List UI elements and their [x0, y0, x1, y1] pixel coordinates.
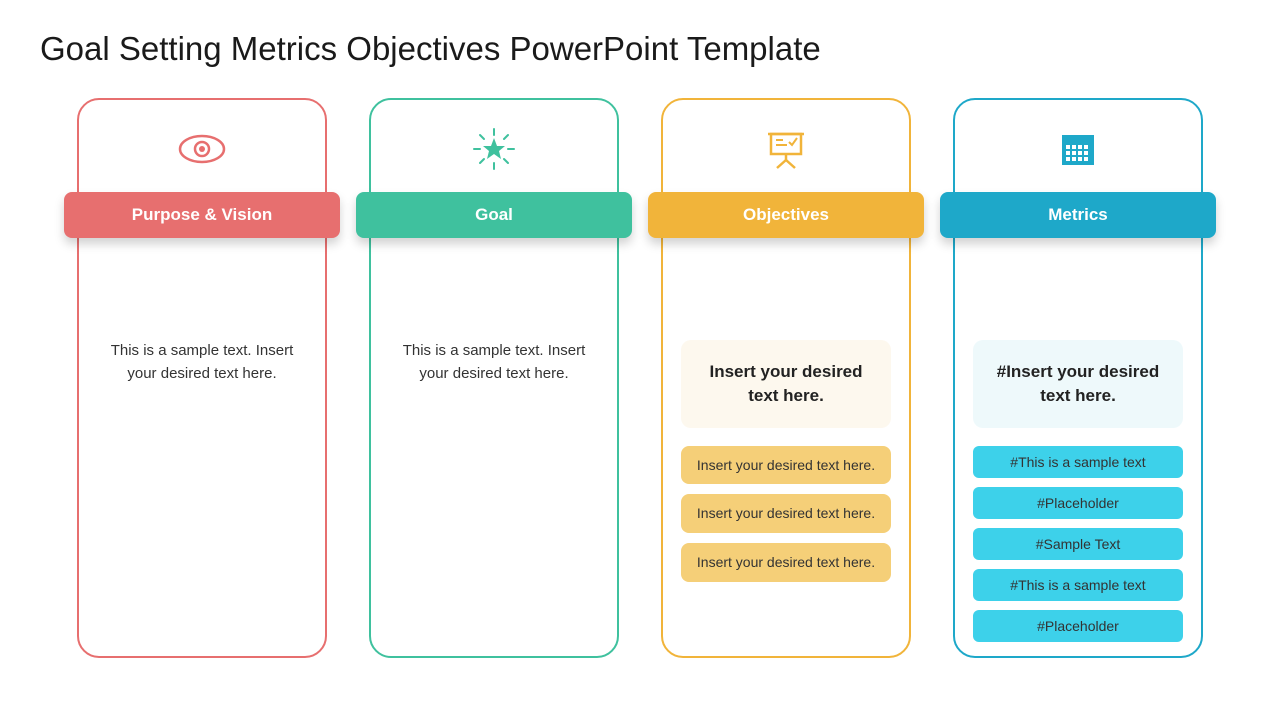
card-sample-text: This is a sample text. Insert your desir…: [389, 340, 599, 385]
slide: Goal Setting Metrics Objectives PowerPoi…: [0, 0, 1280, 688]
metric-item: #This is a sample text: [973, 569, 1183, 601]
metric-item: #Sample Text: [973, 528, 1183, 560]
highlight-text: Insert your desired text here.: [693, 360, 879, 408]
eye-icon: [79, 100, 325, 180]
card-label: Metrics: [940, 192, 1216, 238]
card-sample-text: This is a sample text. Insert your desir…: [97, 340, 307, 385]
metric-item: #Placeholder: [973, 610, 1183, 642]
card-label: Goal: [356, 192, 632, 238]
highlight-box: #Insert your desired text here.: [973, 340, 1183, 428]
objective-item: Insert your desired text here.: [681, 446, 891, 485]
metric-item: #This is a sample text: [973, 446, 1183, 478]
star-icon: [371, 100, 617, 180]
card-label: Purpose & Vision: [64, 192, 340, 238]
card-goal: Goal This is a sample text. Insert your …: [369, 98, 619, 658]
objective-item: Insert your desired text here.: [681, 494, 891, 533]
presentation-icon: [663, 100, 909, 180]
card-label: Objectives: [648, 192, 924, 238]
card-metrics: Metrics #Insert your desired text here. …: [953, 98, 1203, 658]
objective-item: Insert your desired text here.: [681, 543, 891, 582]
card-purpose-vision: Purpose & Vision This is a sample text. …: [77, 98, 327, 658]
calendar-icon: [955, 100, 1201, 180]
card-objectives: Objectives Insert your desired text here…: [661, 98, 911, 658]
slide-title: Goal Setting Metrics Objectives PowerPoi…: [40, 30, 1240, 68]
highlight-text: #Insert your desired text here.: [985, 360, 1171, 408]
metric-item: #Placeholder: [973, 487, 1183, 519]
highlight-box: Insert your desired text here.: [681, 340, 891, 428]
cards-row: Purpose & Vision This is a sample text. …: [40, 98, 1240, 658]
